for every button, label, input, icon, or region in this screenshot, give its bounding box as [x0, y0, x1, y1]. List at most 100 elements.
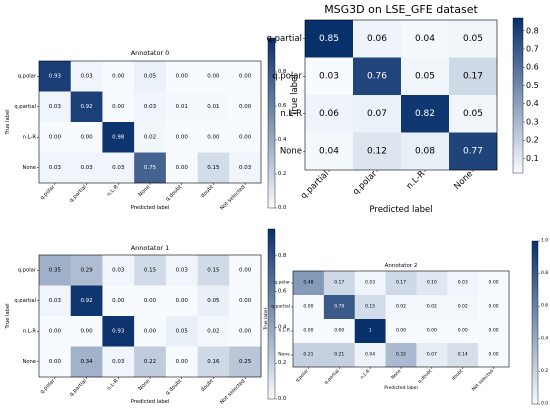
- cell-value-label: 0.93: [112, 328, 125, 334]
- chart-title: MSG3D on LSE_GFE dataset: [324, 3, 478, 16]
- cell-value-label: 0.25: [239, 359, 252, 365]
- y-tick-label: n.L-R: [279, 328, 290, 334]
- cell-value-label: 0.08: [415, 146, 435, 156]
- cell-value-label: 0.05: [176, 328, 189, 334]
- colorbar-tick-label: 0.8: [278, 253, 286, 259]
- y-tick-label: n.L-R: [23, 328, 37, 334]
- cell-value-label: 0.00: [239, 73, 252, 79]
- y-tick-label: q.polar: [274, 280, 290, 286]
- cell-value-label: 0.00: [489, 352, 499, 358]
- colorbar-tick-label: 0.6: [278, 289, 286, 295]
- heatmap-cell: [478, 295, 510, 320]
- heatmap-cell: [197, 255, 230, 286]
- cell-value-label: 0.07: [427, 352, 437, 358]
- heatmap-cell: [478, 343, 510, 368]
- heatmap-cell: [102, 61, 135, 92]
- chart-title: Annotator 2: [385, 263, 418, 269]
- heatmap-cell: [102, 285, 135, 317]
- heatmap-cell: [401, 95, 450, 133]
- colorbar: [531, 240, 539, 405]
- cell-value-label: 0.00: [458, 328, 468, 334]
- heatmap-cell: [385, 343, 417, 368]
- heatmap-cell: [70, 346, 103, 378]
- heatmap-cell: [197, 61, 230, 92]
- cell-value-label: 0.32: [396, 352, 406, 358]
- colorbar-tick-label: 0.6: [541, 303, 548, 309]
- y-tick-label: n.L-R: [23, 134, 37, 140]
- heatmap-cell: [416, 295, 448, 320]
- heatmap-cell: [134, 316, 167, 347]
- heatmap-cell: [229, 122, 262, 153]
- heatmap-cell: [102, 91, 135, 123]
- heatmap-cell: [197, 316, 230, 347]
- cell-value-label: 0.00: [176, 134, 189, 140]
- heatmap-cell: [293, 271, 325, 296]
- x-tick-label: q.polar: [351, 169, 379, 197]
- heatmap-cell: [354, 295, 386, 320]
- cell-value-label: 0.04: [415, 34, 435, 44]
- colorbar-tick-label: 0.0: [541, 401, 548, 407]
- cell-value-label: 0.02: [458, 304, 468, 310]
- x-tick-label: n.L-R: [106, 378, 120, 392]
- cell-value-label: 0.00: [80, 134, 93, 140]
- cell-value-label: 0.00: [144, 298, 157, 304]
- cell-value-label: 0.48: [303, 280, 313, 286]
- heatmap-cell: [449, 95, 498, 133]
- heatmap-cell: [354, 343, 386, 368]
- heatmap-cell: [229, 316, 262, 347]
- heatmap-cell: [305, 132, 354, 171]
- cell-value-label: 0.05: [415, 71, 435, 81]
- cell-value-label: 0.00: [80, 328, 93, 334]
- x-axis-label: Predicted label: [384, 385, 417, 391]
- cell-value-label: 0.03: [176, 267, 189, 273]
- colorbar: [267, 228, 276, 400]
- heatmap-cell: [102, 152, 135, 184]
- x-tick-label: doubt: [200, 378, 215, 393]
- cell-value-label: 0.75: [144, 165, 157, 171]
- cell-value-label: 0.00: [489, 304, 499, 310]
- colorbar-tick-label: 0.1: [526, 154, 539, 163]
- heatmap-cell: [353, 57, 402, 96]
- cell-value-label: 0.21: [303, 352, 313, 358]
- heatmap-cell: [385, 271, 417, 296]
- colorbar-tick-label: 0.8: [278, 69, 286, 75]
- x-tick-label: q.polar: [39, 184, 57, 202]
- colorbar-tick-label: 1.0: [541, 238, 548, 244]
- cell-value-label: 0.15: [144, 267, 157, 273]
- cell-value-label: 0.00: [49, 328, 62, 334]
- heatmap-cell: [229, 255, 262, 286]
- heatmap-cell: [323, 271, 356, 296]
- heatmap-cell: [401, 20, 450, 58]
- x-tick-label: Not selected: [471, 368, 495, 392]
- heatmap-cell: [102, 255, 135, 286]
- cell-value-label: 0.00: [112, 298, 125, 304]
- colorbar-tick-label: 0.7: [526, 45, 539, 54]
- cell-value-label: 0.02: [396, 304, 406, 310]
- heatmap-cell: [401, 132, 450, 171]
- heatmap-cell: [305, 20, 354, 58]
- cell-value-label: 0.05: [144, 73, 157, 79]
- y-tick-label: None: [22, 165, 36, 171]
- cell-value-label: 0.05: [463, 34, 483, 44]
- heatmap-cell: [70, 285, 103, 317]
- cell-value-label: 0.00: [207, 73, 220, 79]
- cell-value-label: 0.03: [112, 267, 125, 273]
- x-tick-label: q.polar: [294, 368, 309, 383]
- y-tick-label: q.partial: [14, 104, 36, 110]
- heatmap-cell: [229, 61, 262, 92]
- cell-value-label: 0.22: [144, 359, 156, 365]
- heatmap-cell: [39, 122, 72, 153]
- x-tick-label: q.partial: [68, 184, 88, 204]
- heatmap-cell: [165, 316, 198, 347]
- cell-value-label: 0.03: [49, 104, 62, 110]
- x-axis-label: Predicted label: [131, 399, 170, 405]
- cell-value-label: 0.04: [319, 146, 339, 156]
- cell-value-label: 0.00: [144, 328, 157, 334]
- colorbar-tick-label: 0.3: [526, 117, 539, 126]
- y-tick-label: q.partial: [267, 34, 302, 44]
- cell-value-label: 0.79: [334, 304, 344, 310]
- cell-value-label: 0.85: [319, 34, 339, 44]
- colorbar-tick-label: 0.2: [278, 171, 286, 177]
- cell-value-label: 0.92: [80, 104, 92, 110]
